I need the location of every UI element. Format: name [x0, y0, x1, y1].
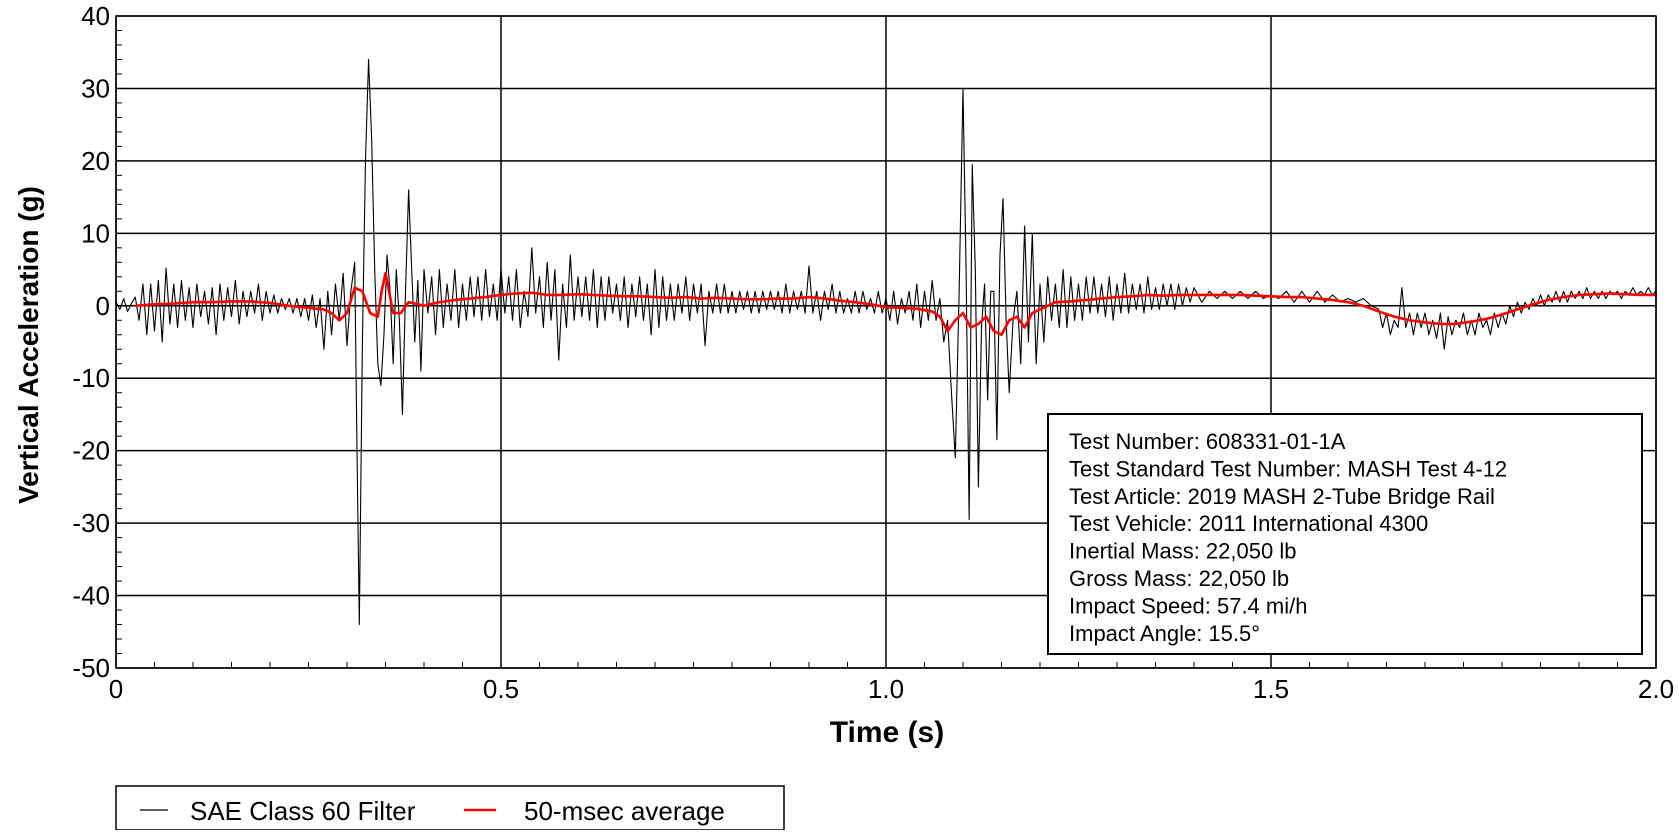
- y-tick-label: 0: [96, 291, 110, 321]
- test-info-line: Test Vehicle: 2011 International 4300: [1069, 511, 1428, 536]
- plot-frame: [115, 15, 1657, 669]
- x-tick-label: 0: [109, 674, 123, 704]
- x-tick-label: 0.5: [483, 674, 519, 704]
- x-axis-title: Time (s): [830, 716, 944, 749]
- minor-tick-layer: [115, 15, 1657, 669]
- legend-label-sae-filter: SAE Class 60 Filter: [190, 796, 416, 826]
- y-tick-label: -40: [72, 581, 110, 611]
- series-line-average: [135, 271, 1656, 337]
- test-info-line: Inertial Mass: 22,050 lb: [1069, 539, 1296, 564]
- series-layer: [115, 58, 1657, 626]
- test-info-line: Impact Speed: 57.4 mi/h: [1069, 593, 1307, 618]
- y-tick-label: -30: [72, 508, 110, 538]
- y-tick-label: -10: [72, 363, 110, 393]
- axis-layer: [115, 15, 1657, 669]
- y-tick-label: -50: [72, 653, 110, 683]
- y-axis-title: Vertical Acceleration (g): [13, 186, 44, 504]
- test-info-line: Gross Mass: 22,050 lb: [1069, 566, 1289, 591]
- x-tick-label: 2.0: [1638, 674, 1674, 704]
- test-info-line: Test Number: 608331-01-1A: [1069, 429, 1346, 454]
- test-info-line: Impact Angle: 15.5°: [1069, 621, 1260, 646]
- test-info-line: Test Article: 2019 MASH 2-Tube Bridge Ra…: [1069, 484, 1495, 509]
- y-tick-label: 40: [81, 1, 110, 31]
- y-tick-label: 30: [81, 73, 110, 103]
- legend: SAE Class 60 Filter 50-msec average: [115, 785, 785, 831]
- y-tick-label: 10: [81, 218, 110, 248]
- y-tick-label: 20: [81, 146, 110, 176]
- series-line-sae-filter: [115, 58, 1657, 626]
- x-tick-label: 1.5: [1253, 674, 1289, 704]
- legend-label-average: 50-msec average: [524, 796, 725, 826]
- test-info-line: Test Standard Test Number: MASH Test 4-1…: [1069, 456, 1507, 481]
- x-tick-label: 1.0: [868, 674, 904, 704]
- y-tick-label: -20: [72, 436, 110, 466]
